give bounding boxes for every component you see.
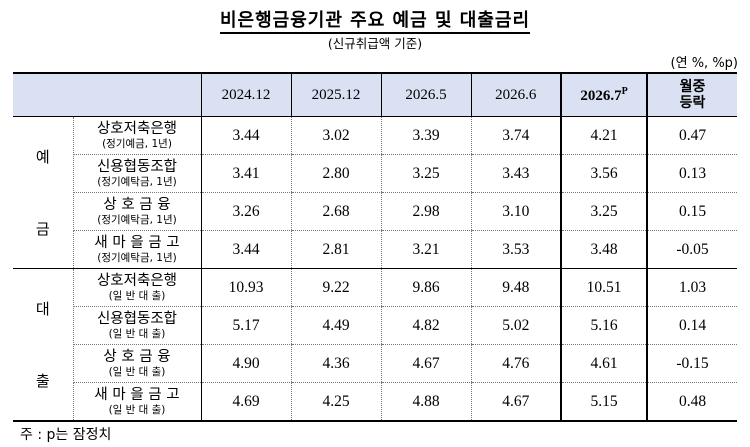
rate-cell: 3.41 [200, 154, 291, 193]
table-row: 신용협동조합 (일 반 대 출) 5.17 4.49 4.82 5.02 5.16 0.14 [13, 306, 737, 345]
institution-name: 상 호 금 융 [103, 348, 171, 365]
group-label: 예 금 [13, 116, 74, 269]
table-row: 예 금 상호저축은행 (정기예금, 1년) 3.44 3.02 3.39 3.74 4.21 0… [13, 116, 737, 269]
rate-cell: 3.48 [560, 230, 648, 269]
rate-cell: 4.76 [470, 344, 561, 383]
column-header: 2024.12 [200, 72, 291, 117]
table-row: 대 출 상호저축은행 (일 반 대 출) 10.93 9.22 9.86 9.48 10.51… [13, 268, 737, 422]
column-header: 2026.6 [470, 72, 561, 117]
change-cell: 0.14 [646, 306, 737, 345]
institution-cell: 신용협동조합 (정기예탁금, 1년) [73, 154, 202, 193]
rate-cell: 5.16 [560, 306, 648, 345]
rate-cell: 4.61 [560, 344, 648, 383]
column-header: 2026.5 [380, 72, 471, 117]
rate-cell: 3.25 [380, 154, 471, 193]
product-type: (일 반 대 출) [108, 327, 166, 340]
column-header: 2025.12 [290, 72, 381, 117]
column-header-change: 월중 등락 [646, 72, 737, 117]
page-title: 비은행금융기관 주요 예금 및 대출금리 [0, 6, 750, 34]
rate-cell: 4.67 [470, 382, 561, 422]
product-type: (일 반 대 출) [108, 289, 166, 302]
rate-cell: 5.17 [200, 306, 291, 345]
change-cell: 0.47 [646, 116, 737, 155]
institution-name: 상호저축은행 [96, 120, 178, 137]
rates-table: 2024.12 2025.12 2026.5 2026.6 2026.7P 월중… [13, 72, 737, 422]
rate-cell: 4.36 [290, 344, 381, 383]
rate-cell: 10.51 [560, 268, 648, 307]
product-type: (일 반 대 출) [108, 403, 166, 416]
header-corner [13, 72, 201, 117]
rate-cell: 4.67 [380, 344, 471, 383]
rate-cell: 3.53 [470, 230, 561, 269]
institution-cell: 신용협동조합 (일 반 대 출) [73, 306, 202, 345]
rate-cell: 3.39 [380, 116, 471, 155]
change-cell: 0.13 [646, 154, 737, 193]
rate-cell: 4.90 [200, 344, 291, 383]
institution-name: 신용협동조합 [96, 158, 178, 175]
rate-cell: 3.25 [560, 192, 648, 231]
rate-cell: 4.21 [560, 116, 648, 155]
table-row: 신용협동조합 (정기예탁금, 1년) 3.41 2.80 3.25 3.43 3.56 0.1… [13, 154, 737, 193]
institution-cell: 새 마 을 금 고 (정기예탁금, 1년) [73, 230, 202, 269]
rate-cell: 3.56 [560, 154, 648, 193]
rate-cell: 3.21 [380, 230, 471, 269]
institution-name: 상호저축은행 [96, 272, 178, 289]
rate-cell: 3.10 [470, 192, 561, 231]
institution-name: 신용협동조합 [96, 310, 178, 327]
rate-cell: 2.80 [290, 154, 381, 193]
change-cell: 0.48 [646, 382, 737, 422]
institution-name: 새 마 을 금 고 [94, 234, 180, 251]
product-type: (정기예탁금, 1년) [97, 251, 177, 264]
product-type: (일 반 대 출) [108, 365, 166, 378]
rate-cell: 9.48 [470, 268, 561, 307]
table-row: 상 호 금 융 (일 반 대 출) 4.90 4.36 4.67 4.76 4.61 -0.1… [13, 344, 737, 383]
change-cell: 1.03 [646, 268, 737, 307]
table-row: 새 마 을 금 고 (일 반 대 출) 4.69 4.25 4.88 4.67 5.15 0.… [13, 382, 737, 422]
rate-cell: 10.93 [200, 268, 291, 307]
product-type: (정기예탁금, 1년) [97, 213, 177, 226]
institution-name: 새 마 을 금 고 [94, 386, 180, 403]
institution-cell: 새 마 을 금 고 (일 반 대 출) [73, 382, 202, 422]
rate-cell: 2.68 [290, 192, 381, 231]
footnote: 주 : p는 잠정치 [20, 427, 112, 443]
table-row: 새 마 을 금 고 (정기예탁금, 1년) 3.44 2.81 3.21 3.53 3.48… [13, 230, 737, 269]
rate-cell: 3.02 [290, 116, 381, 155]
change-cell: -0.15 [646, 344, 737, 383]
rate-cell: 3.74 [470, 116, 561, 155]
page-subtitle: (신규취급액 기준) [327, 36, 423, 51]
unit-label: (연 %, %p) [670, 56, 738, 71]
change-cell: 0.15 [646, 192, 737, 231]
rate-cell: 3.44 [200, 116, 291, 155]
institution-name: 상 호 금 융 [103, 196, 171, 213]
column-header-current: 2026.7P [560, 72, 648, 117]
group-label: 대 출 [13, 268, 74, 422]
institution-cell: 상 호 금 융 (정기예탁금, 1년) [73, 192, 202, 231]
institution-cell: 상호저축은행 (일 반 대 출) [73, 268, 202, 307]
rate-cell: 9.86 [380, 268, 471, 307]
rate-cell: 3.43 [470, 154, 561, 193]
rate-cell: 4.49 [290, 306, 381, 345]
change-cell: -0.05 [646, 230, 737, 269]
rate-cell: 5.15 [560, 382, 648, 422]
institution-cell: 상 호 금 융 (일 반 대 출) [73, 344, 202, 383]
rate-cell: 5.02 [470, 306, 561, 345]
table-row: 상 호 금 융 (정기예탁금, 1년) 3.26 2.68 2.98 3.10 3.25 0.… [13, 192, 737, 231]
rate-cell: 2.98 [380, 192, 471, 231]
product-type: (정기예금, 1년) [102, 137, 172, 150]
institution-cell: 상호저축은행 (정기예금, 1년) [73, 116, 202, 155]
rate-cell: 3.26 [200, 192, 291, 231]
rate-cell: 4.69 [200, 382, 291, 422]
rate-cell: 9.22 [290, 268, 381, 307]
rate-cell: 4.25 [290, 382, 381, 422]
rate-cell: 2.81 [290, 230, 381, 269]
table-header-row: 2024.12 2025.12 2026.5 2026.6 2026.7P 월중… [13, 72, 737, 117]
rate-cell: 4.88 [380, 382, 471, 422]
product-type: (정기예탁금, 1년) [97, 175, 177, 188]
rate-cell: 4.82 [380, 306, 471, 345]
rate-cell: 3.44 [200, 230, 291, 269]
